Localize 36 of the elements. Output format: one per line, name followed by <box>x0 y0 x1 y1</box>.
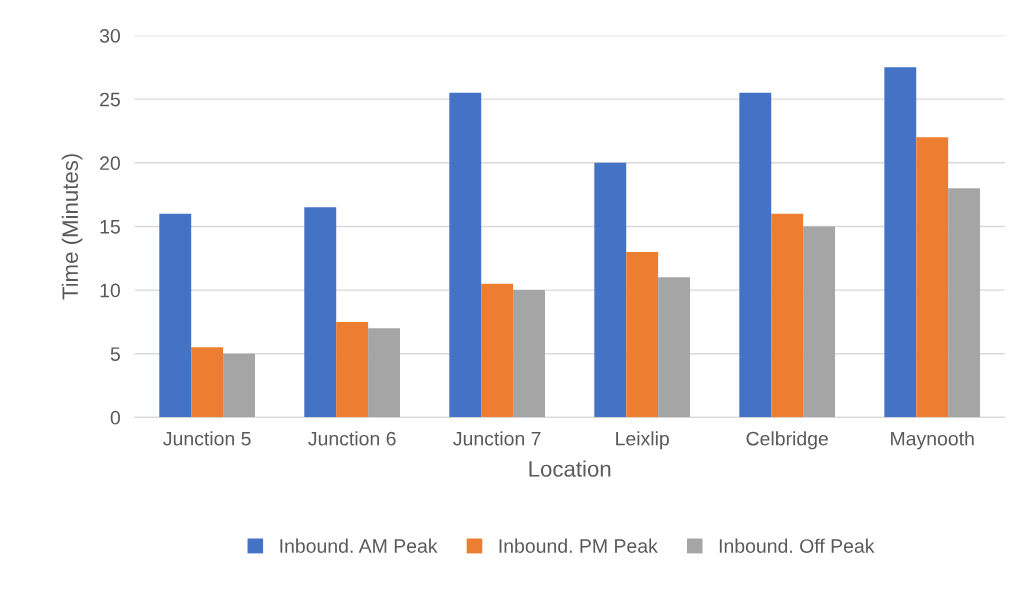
legend-label: Inbound. PM Peak <box>499 538 658 553</box>
bar <box>739 92 772 418</box>
x-axis-title: Location <box>529 460 611 477</box>
bar <box>594 162 627 418</box>
bar <box>916 137 949 418</box>
y-tick-label: 30 <box>99 28 120 43</box>
x-tick-label: Junction 6 <box>308 431 396 446</box>
bar <box>513 290 546 418</box>
bar <box>658 277 691 418</box>
x-tick-label: Junction 5 <box>163 431 251 446</box>
x-tick-label: Maynooth <box>891 431 974 450</box>
bar <box>449 92 482 418</box>
x-tick-label: Celbridge <box>746 431 828 450</box>
y-tick-label: 0 <box>110 410 120 425</box>
legend-label: Inbound. Off Peak <box>719 538 875 553</box>
bar <box>948 188 981 418</box>
bar <box>884 67 917 418</box>
bar <box>191 347 224 418</box>
y-tick-label: 25 <box>100 92 120 107</box>
y-axis-title: Time (Minutes) <box>61 154 83 300</box>
x-tick-label: Leixlip <box>616 431 669 450</box>
y-tick-label: 15 <box>100 220 120 234</box>
y-tick-label: 5 <box>110 347 120 361</box>
bar <box>771 213 804 418</box>
legend-label: Inbound. AM Peak <box>280 538 438 553</box>
y-tick-label: 10 <box>100 283 120 298</box>
bar <box>159 213 192 418</box>
x-tick-label: Junction 7 <box>453 431 541 446</box>
bar <box>481 283 514 418</box>
y-tick-label: 20 <box>100 156 120 171</box>
bar <box>626 251 659 418</box>
bar <box>336 321 369 418</box>
bar <box>368 328 401 418</box>
bar <box>304 207 337 418</box>
bar <box>223 353 255 418</box>
bar <box>803 226 836 418</box>
